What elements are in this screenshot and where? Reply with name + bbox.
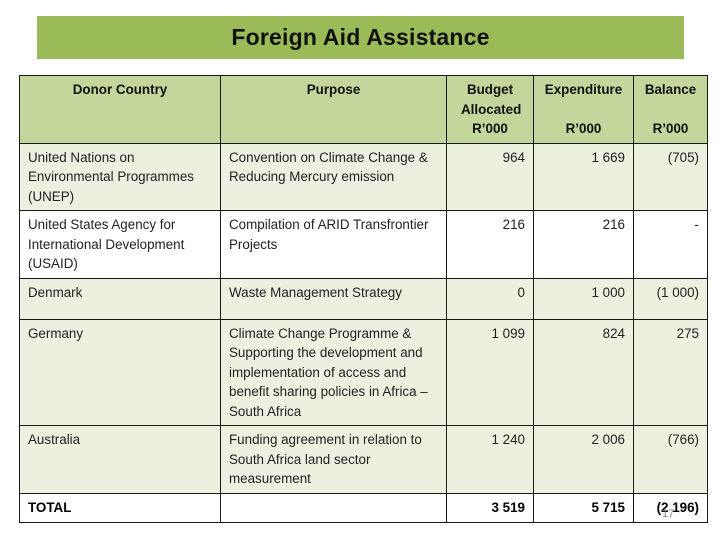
slide-title-bar: Foreign Aid Assistance xyxy=(37,16,684,59)
purpose-cell: Convention on Climate Change & Reducing … xyxy=(220,142,447,211)
slide-title: Foreign Aid Assistance xyxy=(231,24,490,50)
total-expenditure: 5 715 xyxy=(533,493,634,523)
table-row: United Nations on Environmental Programm… xyxy=(19,142,708,211)
header-donor-country: Donor Country xyxy=(19,75,221,144)
budget-cell: 216 xyxy=(446,210,534,279)
expenditure-cell: 824 xyxy=(533,318,634,426)
expenditure-cell: 1 669 xyxy=(533,142,634,211)
budget-cell: 964 xyxy=(446,142,534,211)
balance-cell: - xyxy=(633,210,708,279)
purpose-cell: Compilation of ARID Transfrontier Projec… xyxy=(220,210,447,279)
expenditure-cell: 2 006 xyxy=(533,425,634,494)
balance-cell: (705) xyxy=(633,142,708,211)
table-row: United States Agency for International D… xyxy=(19,210,708,279)
expenditure-cell: 1 000 xyxy=(533,277,634,320)
table-row: Germany Climate Change Programme & Suppo… xyxy=(19,318,708,426)
table-row: Denmark Waste Management Strategy 0 1 00… xyxy=(19,277,708,320)
header-budget-allocated: Budget Allocated R’000 xyxy=(446,75,534,144)
page-number: 17 xyxy=(662,508,675,520)
donor-cell: United Nations on Environmental Programm… xyxy=(19,142,221,211)
total-purpose xyxy=(220,493,447,523)
donor-cell: Australia xyxy=(19,425,221,494)
purpose-cell: Waste Management Strategy xyxy=(220,277,447,320)
total-balance: (2 196) xyxy=(633,493,708,523)
budget-cell: 0 xyxy=(446,277,534,320)
total-label: TOTAL xyxy=(19,493,221,523)
budget-cell: 1 240 xyxy=(446,425,534,494)
donor-cell: United States Agency for International D… xyxy=(19,210,221,279)
balance-cell: (766) xyxy=(633,425,708,494)
donor-cell: Germany xyxy=(19,318,221,426)
header-expenditure: Expenditure R’000 xyxy=(533,75,634,144)
header-purpose: Purpose xyxy=(220,75,447,144)
budget-cell: 1 099 xyxy=(446,318,534,426)
purpose-cell: Climate Change Programme & Supporting th… xyxy=(220,318,447,426)
balance-cell: (1 000) xyxy=(633,277,708,320)
total-row: TOTAL 3 519 5 715 (2 196) xyxy=(19,493,708,523)
expenditure-cell: 216 xyxy=(533,210,634,279)
foreign-aid-table: Donor Country Purpose Budget Allocated R… xyxy=(19,75,708,523)
table-header-row: Donor Country Purpose Budget Allocated R… xyxy=(19,75,708,144)
header-balance: Balance R’000 xyxy=(633,75,708,144)
table-row: Australia Funding agreement in relation … xyxy=(19,425,708,494)
total-budget: 3 519 xyxy=(446,493,534,523)
donor-cell: Denmark xyxy=(19,277,221,320)
purpose-cell: Funding agreement in relation to South A… xyxy=(220,425,447,494)
balance-cell: 275 xyxy=(633,318,708,426)
